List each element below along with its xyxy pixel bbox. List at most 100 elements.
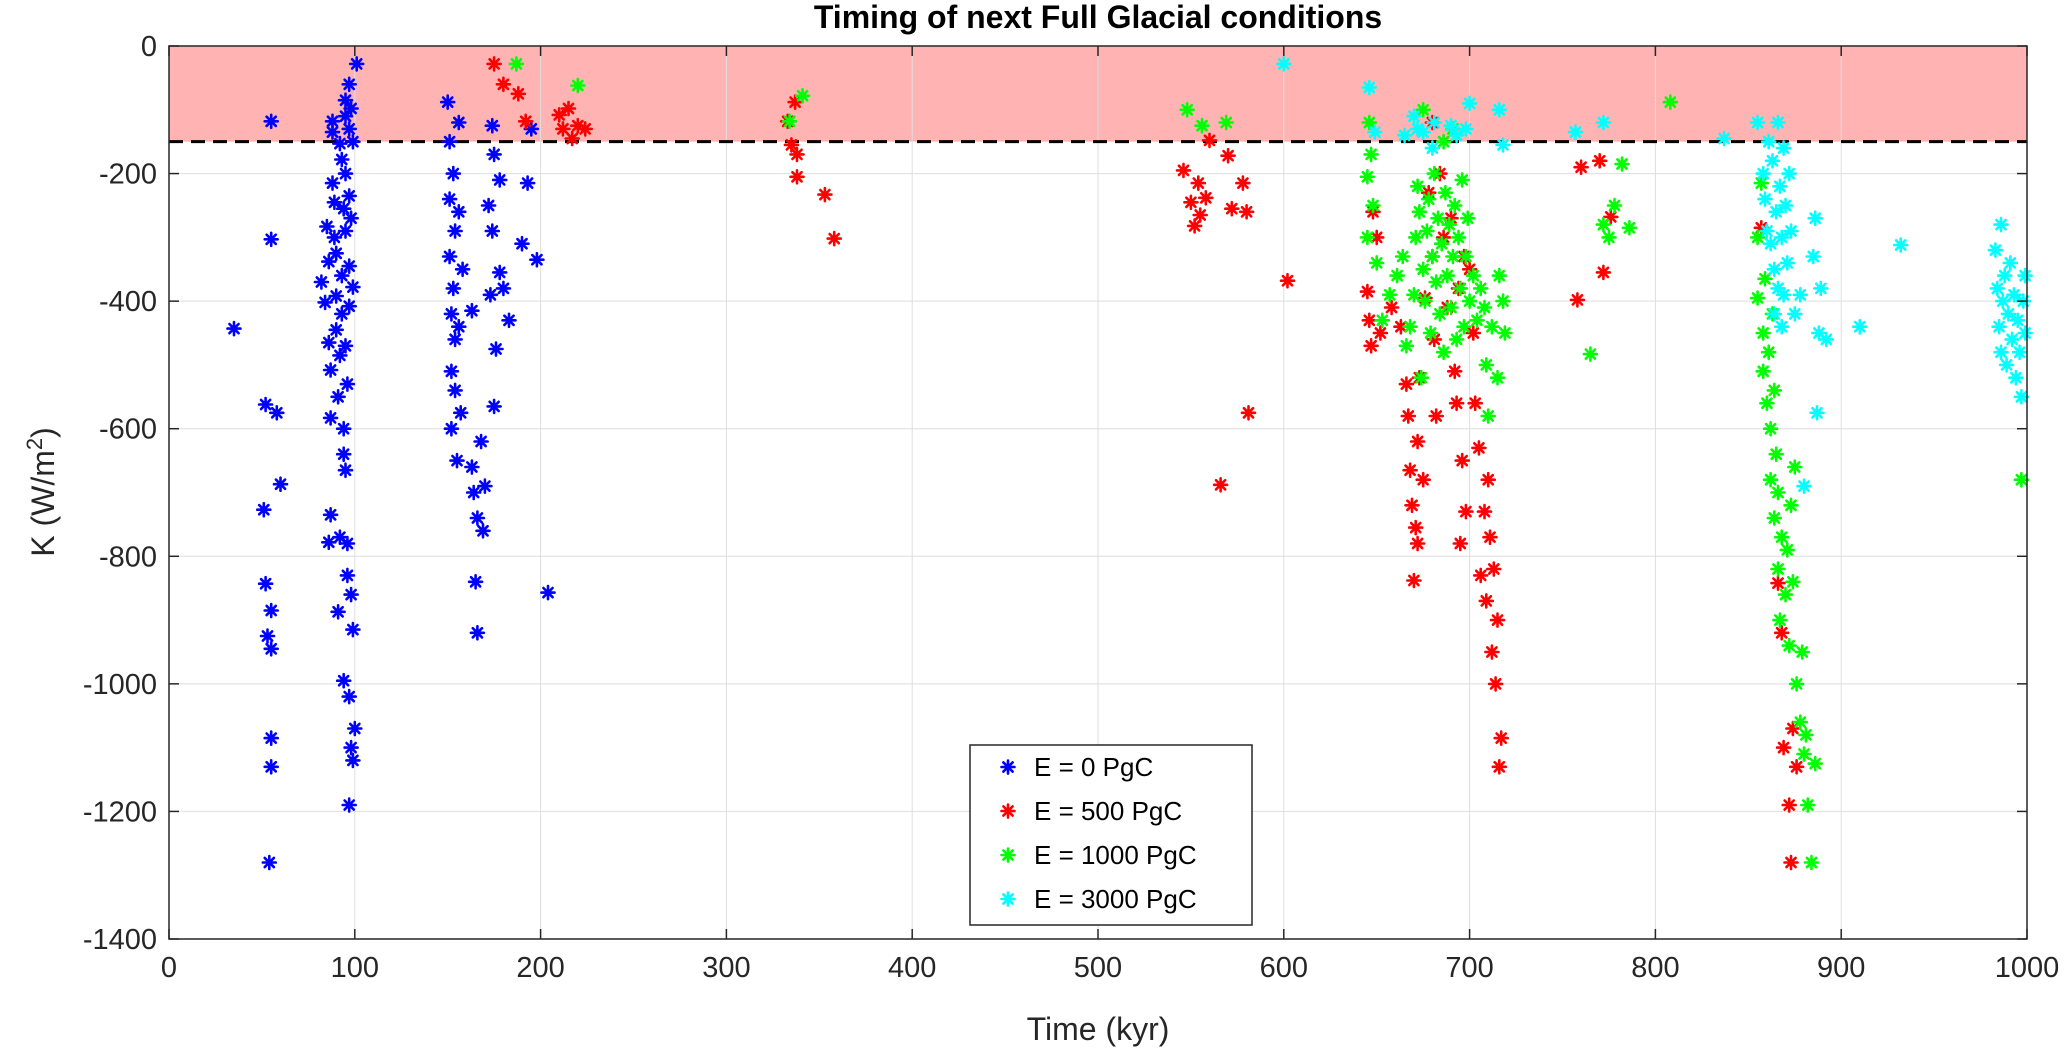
data-point [1852, 318, 1868, 335]
y-axis-label-end: ) [25, 427, 61, 438]
data-point [1768, 446, 1784, 462]
data-point [1224, 200, 1240, 217]
data-point [1179, 102, 1195, 118]
data-point [1755, 363, 1771, 380]
data-point [1493, 730, 1509, 746]
data-point [343, 586, 359, 603]
data-point [1772, 612, 1788, 628]
data-point [1800, 797, 1816, 813]
data-point [1446, 363, 1463, 380]
data-point [1755, 325, 1771, 341]
data-point [454, 261, 471, 278]
data-point [261, 854, 278, 871]
data-point [464, 459, 480, 475]
data-point [447, 223, 463, 239]
legend-marker [1000, 759, 1016, 775]
data-point [345, 279, 361, 295]
data-point [1398, 376, 1415, 392]
data-point [1818, 331, 1835, 348]
data-point [326, 229, 343, 246]
data-point [1402, 462, 1418, 478]
data-point [1406, 108, 1422, 124]
data-point [1749, 229, 1766, 246]
data-point [1783, 223, 1799, 239]
data-point [447, 331, 463, 348]
data-point [1987, 242, 2004, 258]
data-point [263, 641, 279, 657]
data-point [1461, 293, 1478, 309]
data-point [324, 113, 341, 130]
legend-label: E = 3000 PgC [1034, 884, 1197, 914]
data-point [445, 165, 462, 182]
data-point [484, 117, 501, 134]
data-point [328, 322, 344, 338]
legend-marker [1000, 891, 1016, 907]
data-point [1762, 420, 1779, 437]
data-point [1448, 331, 1465, 348]
data-point [1773, 318, 1790, 335]
data-point [1766, 261, 1783, 278]
data-point [439, 94, 456, 110]
data-point [1446, 197, 1463, 214]
data-point [486, 398, 502, 415]
data-point [817, 186, 833, 203]
data-point [1381, 287, 1398, 303]
data-point [1192, 207, 1208, 223]
data-point [2013, 389, 2030, 405]
data-point [2008, 369, 2024, 386]
data-point [1448, 395, 1465, 411]
data-point [1402, 318, 1418, 335]
data-point [1770, 561, 1786, 577]
data-point [335, 420, 352, 437]
data-point [2011, 344, 2028, 360]
data-point [467, 574, 484, 590]
data-point [335, 446, 352, 462]
data-point [1787, 459, 1803, 475]
data-point [1426, 331, 1443, 348]
data-point [348, 56, 365, 72]
data-point [1413, 369, 1430, 386]
data-point [555, 121, 571, 137]
data-point [335, 672, 352, 689]
data-point [1809, 405, 1825, 421]
data-point [1175, 162, 1192, 179]
data-point [789, 146, 805, 163]
data-point [341, 797, 357, 813]
data-point [1183, 194, 1199, 211]
data-point [1445, 248, 1461, 265]
data-point [1428, 408, 1444, 424]
data-point [2000, 306, 2017, 322]
data-point [1796, 478, 1812, 494]
data-point [486, 146, 502, 163]
data-point [347, 720, 363, 737]
data-point [482, 287, 499, 303]
data-point [330, 389, 346, 405]
data-point [330, 604, 346, 620]
data-point [1415, 102, 1431, 118]
data-point [1480, 471, 1496, 488]
data-point [1279, 272, 1296, 289]
data-point [1606, 197, 1623, 214]
data-point [1443, 117, 1459, 134]
data-point [1601, 229, 1617, 246]
data-point [1785, 720, 1801, 737]
data-point [1372, 325, 1389, 341]
data-point [1491, 102, 1508, 118]
data-point [1415, 124, 1431, 140]
data-point [488, 341, 504, 357]
data-point [1991, 318, 2007, 335]
data-point [1764, 153, 1781, 169]
data-point [1892, 237, 1909, 253]
data-point [1235, 175, 1251, 191]
x-tick-label: 0 [161, 952, 177, 984]
data-point [473, 433, 489, 450]
data-point [519, 175, 536, 191]
data-point [321, 253, 337, 270]
data-point [1461, 95, 1478, 112]
data-point [1603, 209, 1619, 225]
data-point [1458, 121, 1474, 137]
data-point [322, 410, 339, 426]
data-point [495, 280, 512, 297]
data-point [1383, 299, 1400, 316]
data-point [826, 230, 842, 247]
